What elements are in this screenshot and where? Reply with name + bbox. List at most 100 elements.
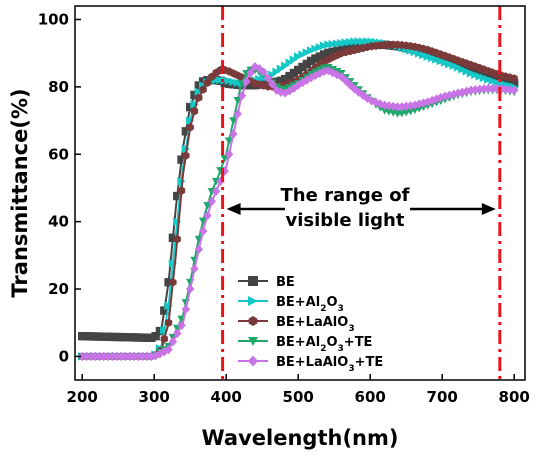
- data-point-be: [462, 64, 471, 73]
- data-point-be-al2o3: [462, 67, 471, 76]
- data-point-be: [458, 62, 467, 72]
- data-point-be-al2o3: [324, 40, 333, 49]
- data-point-be: [198, 77, 208, 86]
- data-point-be-al2o3: [337, 38, 346, 48]
- data-point-be-laalo3-te: [302, 75, 312, 85]
- data-point-be-laalo3: [164, 318, 173, 327]
- data-point-be-laalo3: [182, 151, 190, 160]
- data-point-be-laalo3-te: [319, 66, 329, 76]
- data-point-be: [281, 74, 290, 84]
- data-point-be: [315, 52, 324, 61]
- data-point-be: [471, 67, 480, 76]
- x-axis-title: Wavelength(nm): [202, 426, 399, 450]
- data-point-be-al2o3: [190, 100, 199, 109]
- data-point-be: [95, 332, 104, 341]
- legend-marker: [248, 337, 258, 346]
- data-point-be: [505, 78, 515, 87]
- data-point-be-al2o3: [186, 116, 195, 125]
- visible-range-layer: [221, 6, 502, 380]
- data-point-be: [479, 70, 489, 79]
- x-tick-label: 600: [355, 388, 386, 406]
- data-point-be-al2o3: [168, 259, 178, 268]
- axis-ticks: 200 300 400 500 600 700 800 0 20 40 60 80 100: [38, 10, 530, 406]
- data-point-be: [186, 102, 195, 112]
- data-point-be-laalo3-te: [112, 351, 121, 362]
- data-point-be-laalo3-te: [95, 351, 104, 362]
- x-tick-label: 200: [67, 388, 98, 406]
- data-point-be-al2o3: [488, 76, 497, 86]
- y-tick-label: 40: [48, 213, 69, 231]
- data-point-be-al2o3: [410, 47, 420, 57]
- x-tick-label: 500: [283, 388, 314, 406]
- x-tick-label: 700: [427, 388, 458, 406]
- data-point-be: [173, 191, 182, 201]
- legend-marker: [248, 316, 258, 326]
- plot-frame: [74, 5, 526, 381]
- data-point-be: [298, 62, 307, 72]
- data-point-be: [121, 333, 130, 342]
- data-point-be-al2o3: [216, 75, 225, 85]
- data-point-be-laalo3-te: [155, 349, 165, 359]
- data-point-be-laalo3-te: [207, 196, 216, 207]
- data-point-be: [155, 326, 165, 336]
- data-point-be-al2o3: [272, 67, 281, 76]
- data-point-be: [302, 59, 312, 69]
- data-point-be-al2o3: [419, 50, 428, 60]
- data-point-be-laalo3-te: [484, 83, 493, 94]
- y-tick-label: 100: [38, 10, 69, 28]
- legend-marker: [248, 296, 258, 306]
- data-point-be-al2o3: [354, 37, 363, 46]
- series-be-laalo3-te: [78, 62, 519, 362]
- data-point-be-al2o3: [281, 61, 290, 70]
- data-point-be-al2o3: [181, 144, 191, 154]
- data-point-be: [90, 332, 100, 341]
- data-point-be-al2o3: [453, 63, 463, 72]
- y-tick-label: 0: [59, 347, 69, 365]
- data-point-be-laalo3-te: [462, 86, 471, 96]
- data-point-be-al2o3: [436, 56, 445, 66]
- data-point-be-laalo3-te: [90, 351, 100, 362]
- data-point-be: [181, 127, 191, 136]
- data-point-be-al2o3: [319, 41, 329, 50]
- data-point-be-laalo3-te: [268, 79, 277, 89]
- legend-item-be-laalo3: BE+LaAlO3: [238, 315, 355, 334]
- data-point-be: [125, 333, 134, 342]
- data-point-be-laalo3-te: [164, 345, 173, 355]
- data-point-be-al2o3: [311, 44, 320, 53]
- data-point-be-laalo3-te: [237, 91, 247, 101]
- data-point-be-al2o3: [350, 37, 359, 46]
- data-point-be: [285, 71, 294, 81]
- data-point-be: [86, 332, 96, 341]
- data-point-be-laalo3-te: [440, 91, 450, 101]
- data-point-be: [194, 81, 204, 90]
- data-point-be-laalo3-te: [389, 101, 398, 112]
- data-point-be-laalo3-te: [233, 109, 242, 119]
- data-point-be: [466, 65, 476, 75]
- data-point-be: [501, 77, 510, 86]
- data-point-be: [190, 90, 199, 100]
- data-point-be-laalo3-te: [246, 68, 255, 78]
- data-point-be-laalo3-te: [103, 351, 113, 362]
- data-point-be: [492, 74, 502, 84]
- data-point-be-al2o3: [229, 77, 238, 87]
- data-point-be-al2o3: [276, 64, 286, 73]
- data-point-be: [332, 46, 342, 56]
- data-point-be: [103, 332, 113, 342]
- data-point-be-laalo3-te: [121, 351, 130, 362]
- data-point-be-laalo3-te: [99, 351, 108, 362]
- data-point-be-al2o3: [341, 38, 350, 47]
- data-point-be-al2o3: [414, 49, 424, 58]
- legend-item-be-al2o3: BE+Al2O3: [238, 295, 344, 314]
- data-point-be-laalo3-te: [147, 351, 156, 362]
- data-point-be-laalo3-te: [510, 85, 519, 95]
- data-point-be-al2o3: [294, 52, 303, 61]
- data-point-be-al2o3: [164, 301, 173, 311]
- data-point-be-laalo3-te: [376, 99, 385, 109]
- data-point-be-laalo3: [510, 74, 518, 83]
- data-point-be: [160, 306, 169, 315]
- data-point-be-laalo3-te: [190, 264, 199, 274]
- legend-label: BE: [276, 275, 295, 290]
- data-point-be-al2o3: [449, 61, 458, 70]
- data-point-be-laalo3-te: [449, 89, 458, 99]
